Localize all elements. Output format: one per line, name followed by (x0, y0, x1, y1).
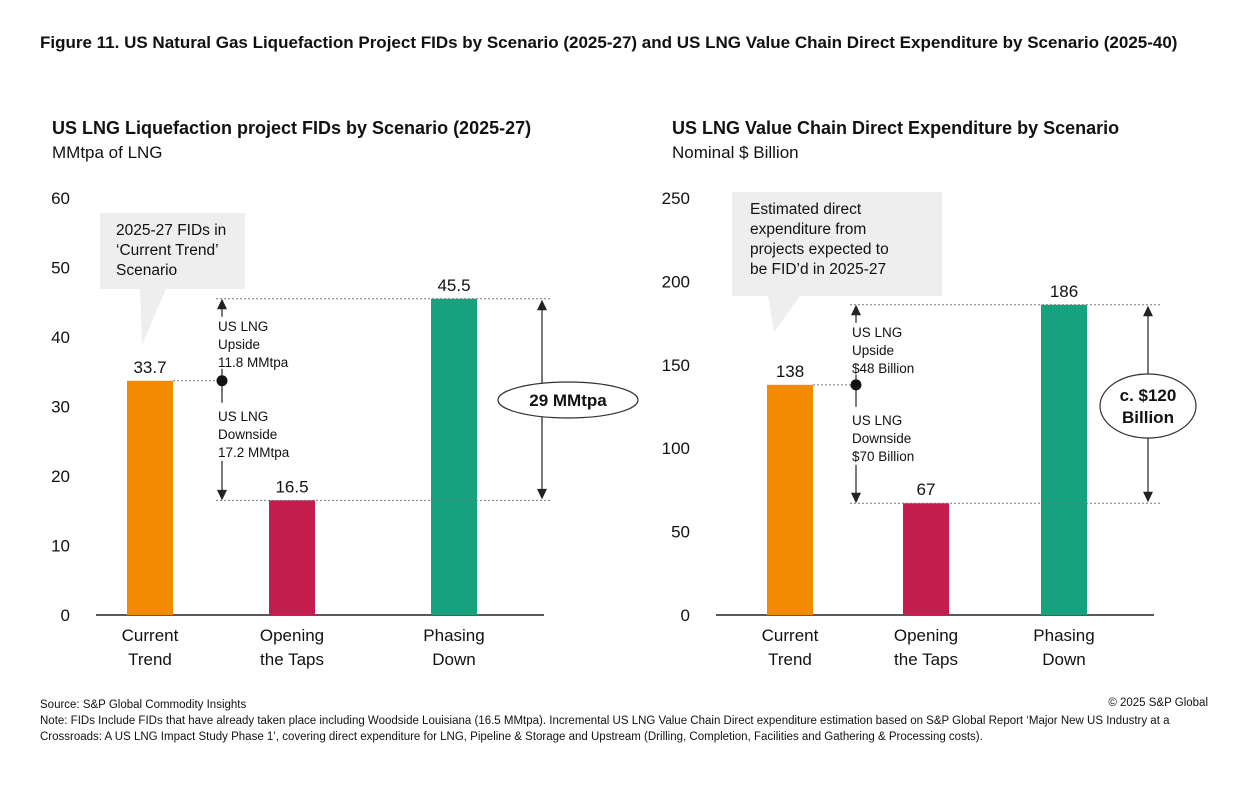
category-label: Phasing Down (1033, 626, 1094, 669)
bar (431, 298, 477, 615)
downside-label-bg (850, 406, 946, 465)
y-tick-label: 100 (662, 439, 690, 458)
bar-value-label: 138 (776, 362, 804, 381)
current-trend-marker (216, 375, 228, 387)
figure-title: Figure 11. US Natural Gas Liquefaction P… (40, 33, 1178, 52)
category-label: Opening the Taps (260, 626, 324, 669)
callout-text: 2025-27 FIDs in ‘Current Trend’ Scenario (116, 222, 226, 279)
y-tick-label: 0 (61, 606, 70, 625)
y-tick-label: 40 (51, 328, 70, 347)
callout-box (100, 213, 245, 289)
range-ellipse (497, 381, 639, 419)
category-label: Opening the Taps (894, 626, 958, 669)
y-tick-label: 20 (51, 467, 70, 486)
y-tick-label: 10 (51, 537, 70, 556)
chart-subtitle: Nominal $ Billion (672, 143, 799, 162)
bar (903, 503, 949, 615)
y-tick-label: 200 (662, 272, 690, 291)
upside-label-bg (850, 322, 946, 375)
callout-pointer (768, 296, 800, 332)
upside-label-bg (216, 316, 312, 369)
downside-label: US LNG Downside $70 Billion (852, 413, 914, 464)
upside-label: US LNG Upside 11.8 MMtpa (218, 319, 289, 370)
footnote: Note: FIDs Include FIDs that have alread… (40, 715, 1170, 743)
downside-label-bg (216, 402, 312, 461)
bar (767, 384, 813, 615)
callout-pointer (140, 289, 166, 345)
copyright: © 2025 S&P Global (1108, 697, 1208, 709)
chart-plot: 0 50 100 150 200 250 Estimated direct expenditu… (662, 189, 1197, 669)
category-label: Current Trend (762, 626, 819, 669)
range-label: 29 MMtpa (529, 391, 607, 410)
y-tick-label: 0 (681, 606, 690, 625)
upside-arrow-head (851, 304, 861, 316)
bar-value-label: 186 (1050, 282, 1078, 301)
total-range-arrow-top (537, 299, 547, 311)
category-label: Current Trend (122, 626, 179, 669)
y-tick-label: 50 (51, 259, 70, 278)
upside-label: US LNG Upside $48 Billion (852, 325, 914, 376)
y-tick-label: 60 (51, 189, 70, 208)
bar (269, 500, 315, 615)
downside-arrow-head (851, 492, 861, 504)
callout-box (732, 192, 942, 296)
upside-arrow-head (217, 298, 227, 310)
y-tick-label: 150 (662, 356, 690, 375)
bar-value-label: 67 (917, 480, 936, 499)
bar-value-label: 16.5 (275, 477, 308, 496)
chart-title: US LNG Liquefaction project FIDs by Scen… (52, 118, 532, 138)
chart-plot: 0 10 20 30 40 50 60 2025-27 FIDs in ‘Current Tre… (51, 189, 639, 669)
bar-value-label: 33.7 (133, 358, 166, 377)
y-tick-label: 30 (51, 398, 70, 417)
chart-subtitle: MMtpa of LNG (52, 143, 163, 162)
y-tick-label: 50 (671, 523, 690, 542)
source-note: Source: S&P Global Commodity Insights (40, 699, 247, 711)
chart-title: US LNG Value Chain Direct Expenditure by… (672, 118, 1120, 138)
total-range-arrow-bottom (537, 488, 547, 500)
chart-lng-fids: US LNG Liquefaction project FIDs by Scen… (20, 110, 639, 680)
bar (1041, 304, 1087, 615)
current-trend-marker (850, 379, 862, 391)
chart-lng-expenditure: US LNG Value Chain Direct Expenditure by… (640, 110, 1240, 680)
bar (127, 380, 173, 615)
category-label: Phasing Down (423, 626, 484, 669)
downside-arrow-head (217, 489, 227, 501)
total-range-arrow-top (1143, 305, 1153, 317)
total-range-arrow-bottom (1143, 491, 1153, 503)
range-label: c. $120 Billion (1120, 386, 1177, 427)
range-ellipse (1099, 373, 1197, 439)
bar-value-label: 45.5 (437, 276, 470, 295)
downside-label: US LNG Downside 17.2 MMtpa (218, 409, 290, 460)
y-tick-label: 250 (662, 189, 690, 208)
callout-text: Estimated direct expenditure from projects… (750, 201, 889, 278)
